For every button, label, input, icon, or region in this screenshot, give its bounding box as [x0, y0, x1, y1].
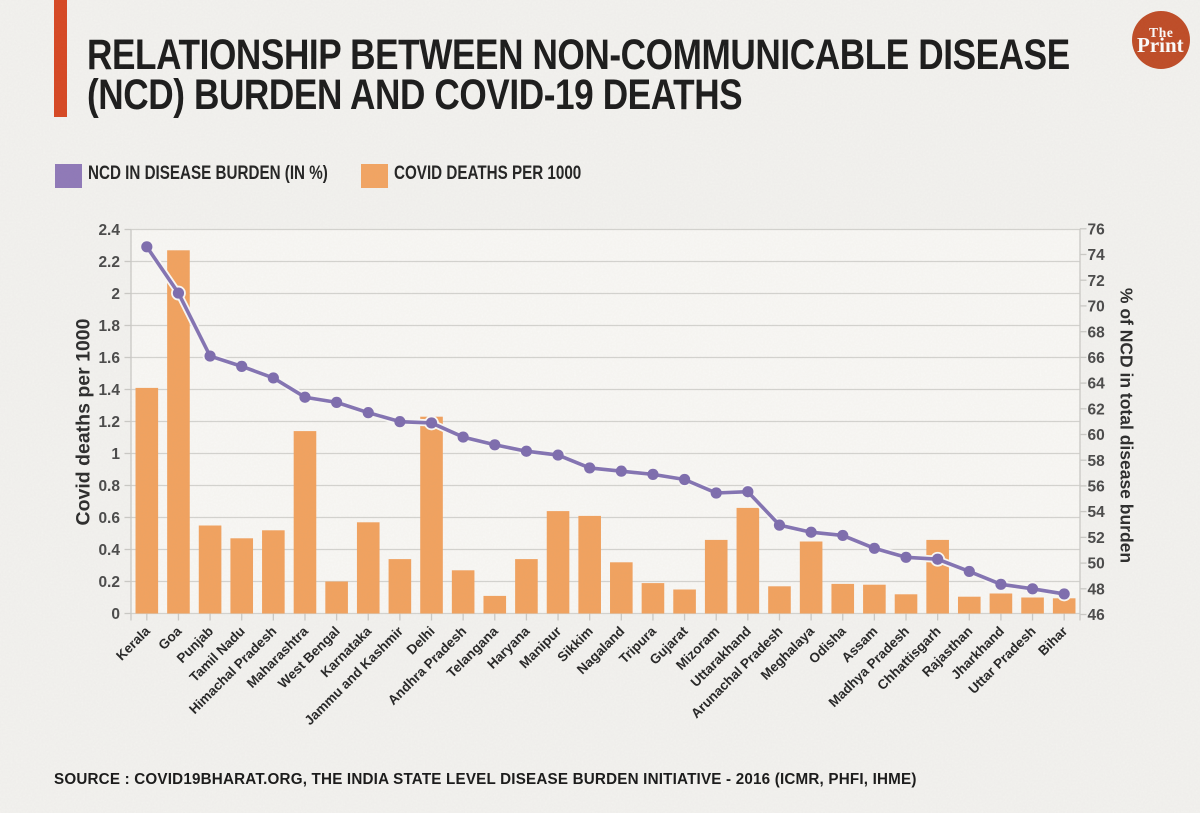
svg-text:1.8: 1.8 — [98, 318, 120, 335]
svg-text:Covid deaths per 1000: Covid deaths per 1000 — [73, 318, 95, 525]
svg-text:50: 50 — [1088, 556, 1105, 573]
svg-text:0.6: 0.6 — [98, 510, 120, 527]
svg-text:68: 68 — [1088, 324, 1106, 341]
svg-text:74: 74 — [1088, 247, 1106, 264]
svg-text:60: 60 — [1088, 427, 1105, 444]
svg-text:2.4: 2.4 — [98, 222, 120, 239]
svg-text:56: 56 — [1088, 479, 1106, 496]
svg-text:0.4: 0.4 — [98, 542, 120, 559]
svg-text:Kerala: Kerala — [113, 623, 153, 663]
svg-text:52: 52 — [1088, 530, 1105, 547]
svg-text:48: 48 — [1088, 581, 1106, 598]
svg-text:2.2: 2.2 — [98, 254, 120, 271]
svg-text:1: 1 — [111, 446, 120, 463]
svg-text:0.8: 0.8 — [98, 478, 120, 495]
svg-text:2: 2 — [111, 286, 120, 303]
svg-text:72: 72 — [1088, 273, 1105, 290]
svg-text:66: 66 — [1088, 350, 1106, 367]
svg-text:46: 46 — [1088, 607, 1106, 624]
svg-text:70: 70 — [1088, 299, 1105, 316]
svg-text:0.2: 0.2 — [98, 574, 120, 591]
svg-text:62: 62 — [1088, 401, 1105, 418]
svg-text:1.6: 1.6 — [98, 350, 120, 367]
svg-text:% of NCD in total disease burd: % of NCD in total disease burden — [1117, 288, 1137, 563]
svg-text:1.4: 1.4 — [98, 382, 120, 399]
svg-text:Bihar: Bihar — [1035, 623, 1071, 659]
svg-text:54: 54 — [1088, 504, 1106, 521]
svg-text:76: 76 — [1088, 221, 1106, 238]
svg-text:64: 64 — [1088, 376, 1106, 393]
svg-text:0: 0 — [111, 606, 120, 623]
svg-text:58: 58 — [1088, 453, 1106, 470]
svg-text:1.2: 1.2 — [98, 414, 120, 431]
